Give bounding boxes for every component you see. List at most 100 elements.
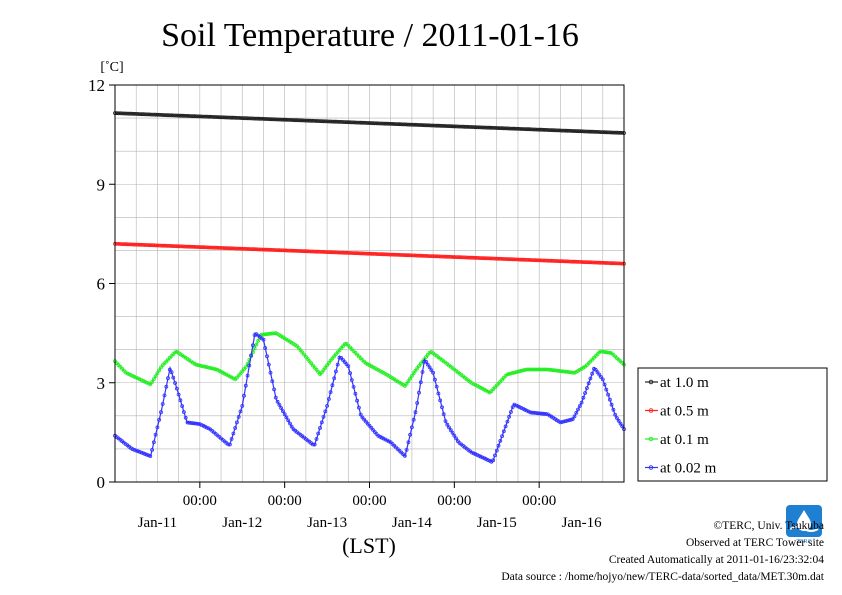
data-point	[148, 243, 153, 248]
data-point	[351, 120, 356, 125]
data-point	[250, 116, 255, 121]
data-point	[586, 381, 591, 386]
data-point	[415, 253, 420, 258]
data-point	[507, 257, 512, 262]
data-point	[148, 454, 153, 459]
data-point	[369, 251, 374, 256]
data-point	[234, 375, 239, 380]
data-point	[321, 414, 326, 419]
data-point	[132, 374, 137, 379]
data-point	[144, 112, 149, 117]
data-point	[533, 127, 538, 132]
data-point	[523, 127, 527, 132]
data-point	[226, 246, 231, 251]
data-point	[139, 378, 144, 383]
data-point	[508, 371, 513, 376]
data-point	[150, 380, 155, 384]
data-point	[523, 367, 527, 372]
data-point	[302, 352, 307, 357]
data-point	[160, 113, 165, 117]
data-point	[319, 420, 324, 425]
data-point	[169, 244, 174, 248]
data-point	[291, 118, 296, 122]
data-point	[436, 123, 441, 128]
data-point	[567, 418, 572, 423]
data-point	[272, 117, 277, 122]
data-point	[125, 242, 130, 247]
data-point	[348, 371, 353, 376]
data-point	[528, 367, 533, 372]
data-point	[360, 120, 365, 125]
data-point	[159, 113, 163, 117]
data-point	[526, 367, 531, 372]
legend-label: at 1.0 m	[660, 375, 709, 391]
y-tick-label: 12	[88, 76, 105, 95]
data-point	[296, 118, 301, 123]
data-point	[602, 260, 607, 265]
data-point	[576, 259, 580, 264]
data-point	[231, 431, 236, 436]
data-point	[602, 350, 607, 354]
data-point	[266, 362, 271, 367]
data-point	[487, 125, 492, 130]
data-point	[275, 399, 280, 404]
data-point	[323, 250, 328, 254]
data-point	[489, 256, 494, 261]
data-point	[355, 398, 360, 403]
data-point	[227, 246, 232, 251]
data-point	[385, 121, 390, 126]
data-point	[280, 409, 285, 414]
y-axis-unit: [˚C]	[100, 60, 123, 75]
data-point	[473, 255, 478, 260]
footer-datasource: Data source : /home/hojyo/new/TERC-data/…	[501, 571, 824, 583]
data-point	[263, 332, 268, 337]
data-point	[295, 248, 299, 253]
data-point	[208, 366, 213, 370]
data-point	[489, 125, 494, 130]
data-point	[542, 411, 547, 416]
data-point	[411, 122, 416, 127]
data-point	[480, 455, 485, 460]
data-point	[436, 254, 441, 259]
data-point	[249, 116, 254, 121]
data-point	[183, 415, 188, 420]
data-point	[532, 410, 536, 415]
data-point	[381, 121, 386, 126]
data-point	[408, 376, 413, 381]
data-point	[196, 421, 201, 426]
series-at-0-02-m	[113, 332, 626, 464]
data-point	[606, 130, 610, 135]
data-point	[367, 251, 372, 256]
data-point	[519, 368, 524, 373]
data-point	[404, 447, 409, 452]
data-point	[498, 438, 503, 443]
data-point	[411, 417, 416, 422]
legend-label: at 0.02 m	[660, 461, 717, 477]
data-point	[452, 124, 457, 129]
data-point	[302, 118, 307, 123]
data-point	[602, 382, 607, 387]
data-point	[242, 116, 246, 121]
data-point	[190, 244, 195, 249]
data-point	[581, 129, 586, 134]
data-point	[470, 255, 474, 260]
data-point	[585, 386, 589, 391]
data-point	[544, 258, 549, 263]
data-point	[247, 116, 252, 121]
data-point	[443, 254, 448, 259]
data-point	[418, 123, 423, 127]
data-point	[344, 250, 349, 255]
data-point	[422, 359, 427, 364]
data-point	[519, 257, 524, 262]
data-point	[157, 417, 162, 422]
data-point	[356, 120, 361, 125]
data-point	[196, 114, 201, 119]
data-point	[514, 403, 519, 408]
data-point	[406, 253, 411, 258]
data-point	[337, 355, 342, 360]
data-point	[608, 130, 612, 135]
legend-label: at 0.5 m	[660, 404, 709, 420]
data-point	[554, 368, 559, 373]
data-point	[245, 116, 250, 121]
data-point	[484, 457, 489, 462]
